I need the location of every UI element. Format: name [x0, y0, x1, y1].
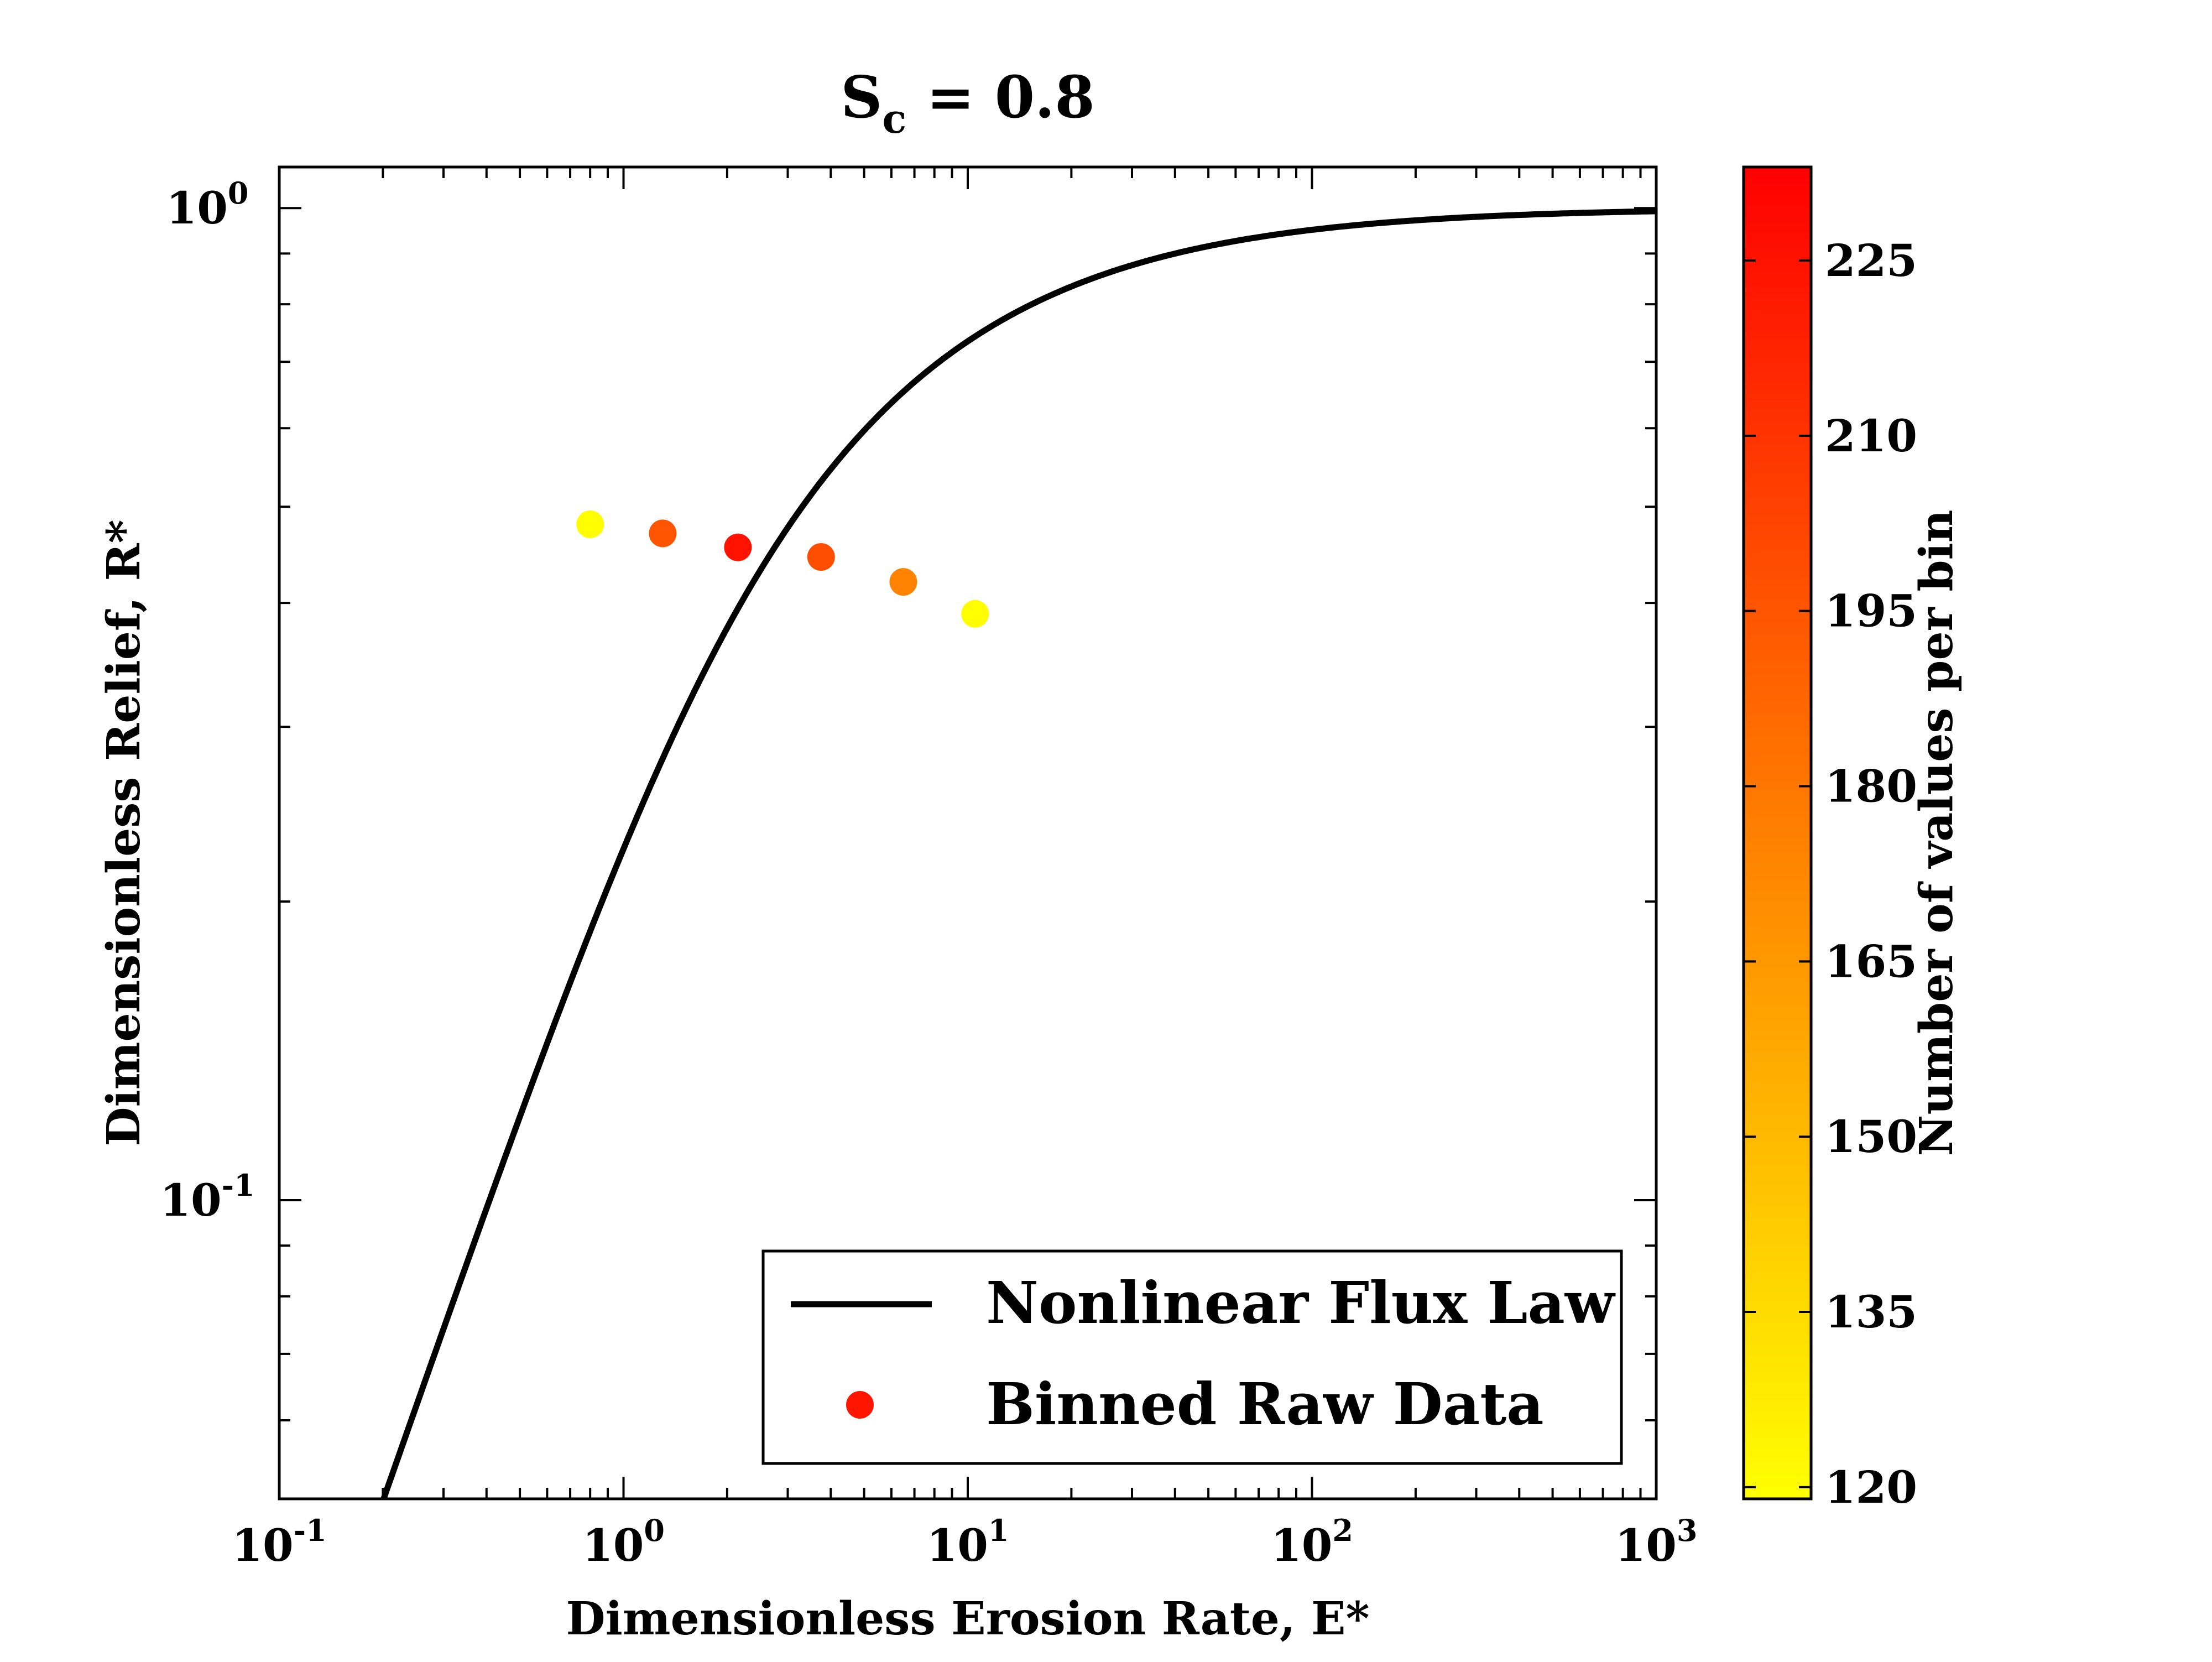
colorbar-gradient: [1742, 165, 1813, 1501]
y-axis-label: Dimensionless Relief, R*: [97, 519, 150, 1146]
legend: Nonlinear Flux Law Binned Raw Data: [761, 1249, 1623, 1465]
legend-marker-swatch: [846, 1391, 874, 1419]
scatter-point-1: [576, 510, 604, 538]
x-tick-label: 10-1: [232, 1513, 326, 1571]
scatter-point-2: [649, 519, 677, 548]
colorbar-label: Number of values per bin: [1910, 510, 1963, 1156]
scatter-point-5: [889, 568, 917, 596]
legend-label-line: Nonlinear Flux Law: [986, 1269, 1616, 1337]
chart-title-base: S: [841, 63, 882, 131]
x-tick-label: 103: [1615, 1513, 1698, 1571]
x-axis-label: Dimensionless Erosion Rate, E*: [566, 1592, 1370, 1645]
chart-title: Sc = 0.8: [841, 63, 1094, 142]
colorbar-tick-label: 165: [1825, 935, 1917, 987]
colorbar-tick-label: 195: [1825, 585, 1917, 637]
colorbar-tick-label: 120: [1825, 1461, 1917, 1513]
x-tick-label: 101: [927, 1513, 1009, 1571]
x-tick-label: 102: [1271, 1513, 1353, 1571]
colorbar-tick-label: 225: [1825, 235, 1917, 286]
points-layer: [576, 510, 989, 628]
colorbar-tick-label: 150: [1825, 1111, 1917, 1163]
series-line-nonlinear-flux-law: [380, 208, 1656, 1499]
chart-title-suffix: = 0.8: [906, 63, 1095, 131]
curve-layer: [380, 208, 1656, 1499]
colorbar-tick-label: 135: [1825, 1286, 1917, 1338]
colorbar-tick-label: 180: [1825, 760, 1917, 812]
scatter-point-6: [961, 600, 989, 628]
legend-label-scatter: Binned Raw Data: [986, 1370, 1544, 1438]
colorbar-tick-label: 210: [1825, 410, 1917, 462]
y-ticks: 10-1 100: [160, 175, 1656, 1421]
colorbar-ticks: 120 135 150 165 180 195 210 225: [1744, 235, 1917, 1513]
colorbar: 120 135 150 165 180 195 210 225 Number of value…: [1742, 165, 1963, 1513]
y-tick-label: 100: [166, 175, 249, 234]
x-tick-label: 100: [582, 1513, 665, 1571]
legend-box: [761, 1249, 1623, 1465]
x-ticks: 10-1 100 101 102 103: [232, 167, 1697, 1571]
plot-frame: [278, 165, 1658, 1501]
chart-title-subscript: c: [882, 95, 906, 142]
y-tick-label: 10-1: [160, 1168, 254, 1226]
scatter-point-3: [724, 533, 752, 561]
scatter-point-4: [807, 543, 835, 571]
